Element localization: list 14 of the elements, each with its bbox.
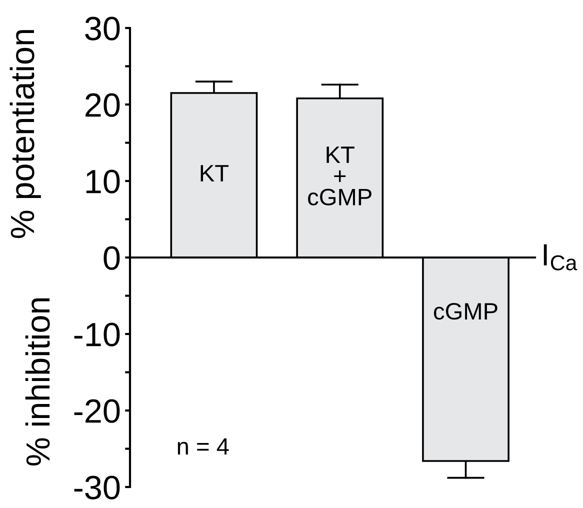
annotation: n = 4	[178, 438, 229, 455]
y-tick-label: 10	[86, 170, 120, 194]
y-tick-label: 0	[104, 246, 120, 270]
y-tick-label: -20	[74, 399, 120, 423]
y-axis-title: % potentiation	[10, 30, 41, 238]
y-tick-label: 20	[86, 93, 120, 117]
x-tick-label: KT	[200, 165, 229, 182]
y-tick-label: -30	[74, 476, 120, 500]
x-axis-title: I$_{Ca}$	[544, 244, 578, 270]
text: % inhibition	[25, 298, 50, 466]
x-tick-label: cGMP	[434, 302, 498, 320]
y-tick-label: 30	[85, 16, 120, 40]
x-tick-label: KT + cGMP	[308, 146, 372, 206]
y-tick-label: -10	[74, 322, 120, 346]
